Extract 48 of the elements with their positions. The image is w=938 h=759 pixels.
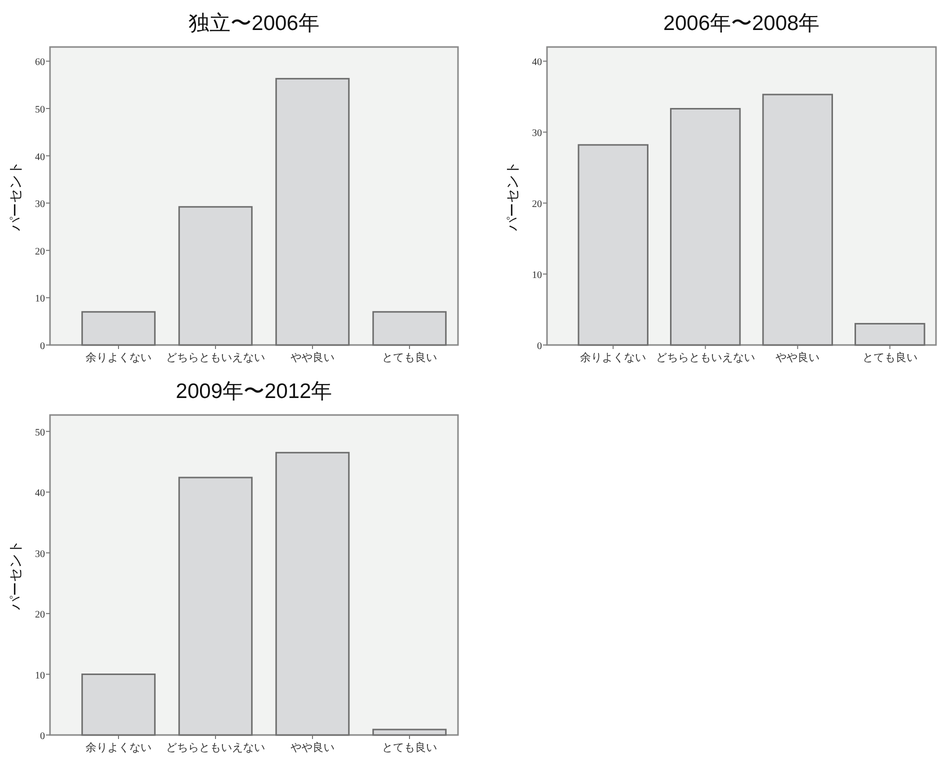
x-tick-label: 余りよくない: [86, 352, 152, 364]
y-tick-label: 0: [40, 731, 45, 742]
bar: [81, 674, 156, 736]
y-tick-label: 10: [35, 294, 45, 305]
x-tick-label: どちらともいえない: [656, 352, 755, 364]
y-tick-label: 40: [35, 152, 45, 163]
bar: [275, 78, 350, 346]
bar: [275, 452, 350, 736]
bar: [762, 94, 833, 346]
x-tick-label: 余りよくない: [86, 742, 152, 754]
x-tick-label: 余りよくない: [580, 352, 646, 364]
x-tick-label: とても良い: [862, 351, 918, 364]
y-tick-label: 20: [532, 199, 542, 210]
x-tick-label: どちらともいえない: [166, 352, 265, 364]
y-tick-label: 40: [532, 57, 542, 68]
y-tick-label: 30: [35, 548, 45, 560]
chart-title: 2009年〜2012年: [176, 380, 332, 403]
bar: [670, 108, 741, 346]
y-tick-label: 50: [35, 427, 45, 438]
x-tick-label: やや良い: [776, 351, 820, 364]
y-tick-label: 0: [537, 341, 542, 352]
y-axis-title: パーセント: [504, 161, 520, 232]
y-tick-label: 20: [35, 610, 45, 621]
x-tick-label: やや良い: [290, 741, 334, 754]
y-tick-label: 20: [35, 246, 45, 258]
bar: [372, 311, 447, 346]
y-axis-title: パーセント: [7, 540, 23, 611]
x-tick-label: とても良い: [382, 351, 437, 364]
x-tick-label: どちらともいえない: [166, 742, 265, 754]
y-tick-label: 60: [35, 57, 45, 68]
bar: [178, 206, 253, 346]
y-tick-label: 0: [40, 341, 45, 352]
bar: [81, 311, 156, 346]
chart-title: 独立〜2006年: [188, 12, 320, 35]
bar: [178, 476, 253, 736]
y-tick-label: 30: [532, 128, 542, 140]
y-tick-label: 50: [35, 104, 45, 116]
bar: [372, 728, 447, 736]
y-tick-label: 30: [35, 199, 45, 210]
y-tick-label: 40: [35, 488, 45, 500]
chart-title: 2006年〜2008年: [663, 12, 820, 35]
x-tick-label: やや良い: [290, 351, 334, 364]
y-tick-label: 10: [532, 270, 542, 282]
bar: [578, 144, 648, 346]
y-axis-title: パーセント: [7, 161, 23, 232]
bar: [854, 322, 926, 346]
x-tick-label: とても良い: [382, 741, 437, 754]
y-tick-label: 10: [35, 670, 45, 682]
